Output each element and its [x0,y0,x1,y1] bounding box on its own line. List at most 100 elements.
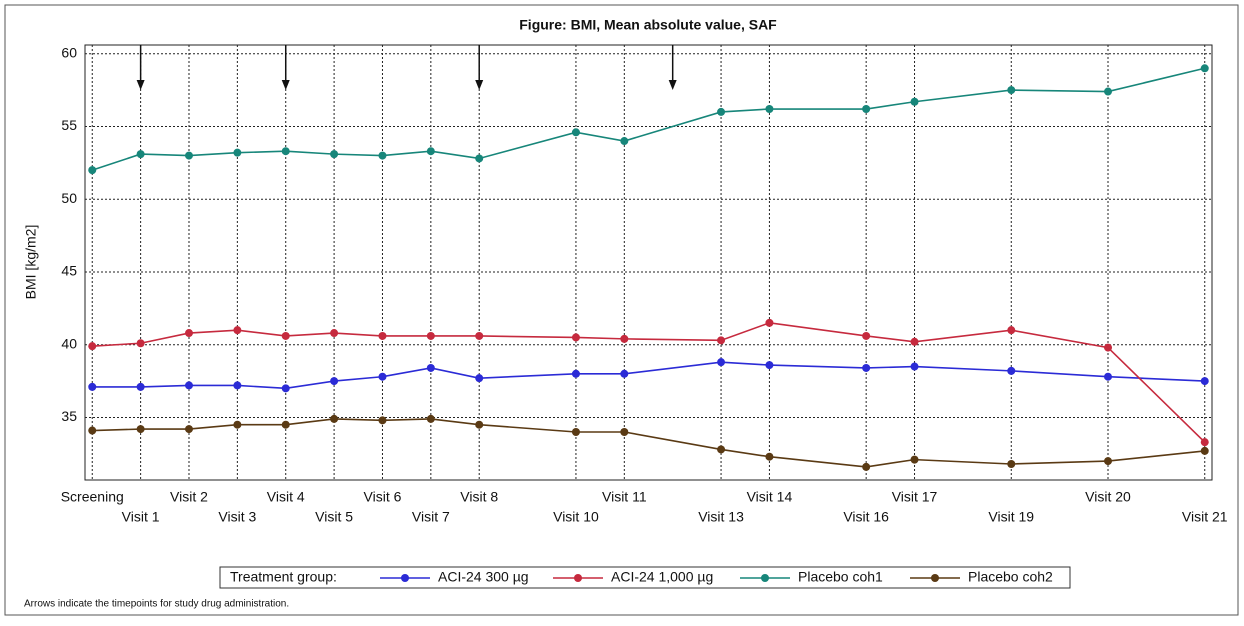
data-point [184,425,193,434]
y-axis-label: BMI [kg/m2] [23,225,39,300]
data-point [330,329,339,338]
y-tick-label: 60 [61,44,77,60]
x-tick-label: Visit 20 [1085,489,1131,505]
legend-label: ACI-24 300 µg [438,569,529,585]
data-point [184,151,193,160]
legend-marker [574,574,582,582]
data-point [1104,87,1113,96]
data-point [330,377,339,386]
data-point [765,452,774,461]
arrow-head [475,80,484,90]
x-tick-label: Visit 17 [892,489,938,505]
data-point [475,331,484,340]
data-point [88,382,97,391]
data-point [378,416,387,425]
legend-label: Placebo coh2 [968,569,1053,585]
y-tick-label: 50 [61,190,77,206]
x-tick-label: Visit 8 [460,489,498,505]
data-point [378,372,387,381]
data-point [1104,372,1113,381]
data-point [475,154,484,163]
arrow-head [281,80,290,90]
data-point [281,384,290,393]
data-point [1007,326,1016,335]
data-point [330,150,339,159]
arrow-head [668,80,677,90]
x-tick-label: Visit 5 [315,509,353,525]
data-point [426,363,435,372]
x-tick-label: Visit 4 [267,489,305,505]
data-point [862,331,871,340]
series-line [92,322,1206,443]
legend-marker [931,574,939,582]
x-tick-label: Visit 19 [988,509,1034,525]
data-point [620,334,629,343]
data-point [717,336,726,345]
data-point [910,455,919,464]
plot-frame [84,44,1213,481]
data-point [1200,377,1209,386]
data-point [1007,459,1016,468]
data-point [571,427,580,436]
x-tick-label: Visit 21 [1182,509,1228,525]
data-point [378,331,387,340]
data-point [426,147,435,156]
x-tick-label: Visit 1 [122,509,160,525]
data-point [136,339,145,348]
y-tick-label: 45 [61,263,77,279]
x-tick-label: Visit 2 [170,489,208,505]
data-point [862,363,871,372]
data-point [862,105,871,114]
legend-label: ACI-24 1,000 µg [611,569,713,585]
data-point [88,342,97,351]
data-point [88,166,97,175]
data-point [1007,366,1016,375]
data-point [1200,438,1209,447]
data-point [184,381,193,390]
legend-title: Treatment group: [230,569,337,585]
y-tick-label: 40 [61,335,77,351]
data-point [426,331,435,340]
footnote: Arrows indicate the timepoints for study… [24,599,289,610]
x-tick-label: Visit 16 [843,509,889,525]
data-point [910,337,919,346]
data-point [717,107,726,116]
data-point [136,382,145,391]
data-point [571,128,580,137]
data-point [1007,86,1016,95]
y-tick-label: 55 [61,117,77,133]
data-point [765,105,774,114]
data-point [765,318,774,327]
data-point [1200,446,1209,455]
data-point [620,369,629,378]
x-tick-label: Visit 11 [602,489,647,505]
data-point [475,420,484,429]
x-tick-label: Screening [61,489,124,505]
data-point [910,97,919,106]
x-tick-label: Visit 3 [218,509,256,525]
data-point [184,329,193,338]
chart-title: Figure: BMI, Mean absolute value, SAF [519,17,777,33]
data-point [571,333,580,342]
x-tick-label: Visit 13 [698,509,744,525]
data-point [717,445,726,454]
series-line [92,361,1205,390]
x-tick-label: Visit 10 [553,509,599,525]
x-tick-label: Visit 7 [412,509,450,525]
data-point [136,150,145,159]
x-tick-label: Visit 14 [747,489,793,505]
outer-frame [4,4,1239,616]
data-point [1104,457,1113,466]
data-point [620,427,629,436]
data-point [426,414,435,423]
data-point [233,381,242,390]
data-point [281,147,290,156]
data-point [571,369,580,378]
data-point [233,148,242,157]
series-line [92,418,1205,468]
data-point [88,426,97,435]
data-point [475,374,484,383]
data-point [281,420,290,429]
legend-marker [761,574,769,582]
